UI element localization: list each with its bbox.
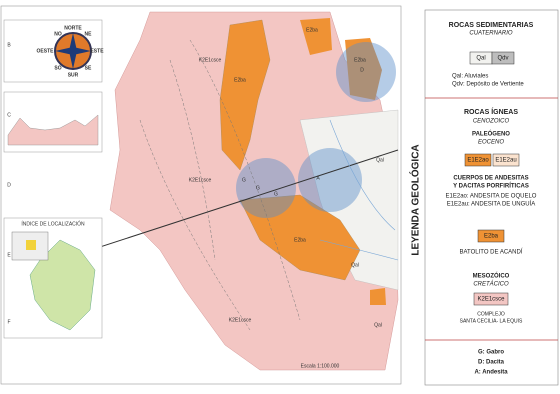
rock-code: G: Gabro [478,350,504,356]
section-title: ROCAS SEDIMENTARIAS [449,22,534,29]
river [319,119,399,261]
grid-row-label: D [7,182,11,188]
compass-label: NORTE [64,25,82,31]
unit-note: COMPLEJO [477,311,505,317]
unit-note: CUERPOS DE ANDESITAS [453,176,528,182]
unit-label: A [316,175,320,181]
unit-label: D [360,67,364,73]
unit-swatch [492,153,520,167]
unit-label: G [256,185,260,191]
grid-row-label: B [7,42,11,48]
compass-label: SUR [68,72,79,78]
unit-label: G [242,177,246,183]
unit-swatch [473,292,509,306]
sample-zone [336,42,396,102]
unit-note: Qal: Aluviales [452,74,488,80]
unit-label: E2ba [306,27,318,33]
unit-label: K2E1csce [229,317,252,323]
section-line [59,149,399,261]
unit-label: Qal [374,322,382,328]
period: CRETÁCICO [473,281,509,288]
compass-label: SE [85,65,92,71]
fault [139,39,301,331]
epoch: EOCENO [478,140,504,146]
compass-label: OESTE [37,48,55,54]
unit-code: E1E2ao [467,158,489,164]
grid-row-label: E [7,252,11,258]
batholith [370,288,386,305]
rock-code: A: Andesita [474,370,508,376]
grid-row-label: C [7,112,11,118]
unit-swatch [464,153,492,167]
unit-label: E2ba [354,57,366,63]
unit-label: K2E1csce [199,57,222,63]
unit-note: Qdv: Depósito de Vertiente [452,82,524,88]
compass-needle [55,33,91,69]
unit-code: E2ba [484,234,499,240]
grid-row-label: F [7,319,10,325]
unit-label: E2ba [234,77,246,83]
unit-code: Qal [476,56,485,62]
unit-note: BATOLITO DE ACANDÍ [459,249,522,256]
unit-label: Qal [351,262,359,268]
unit-label: K2E1csce [189,177,212,183]
compass-label: SO [54,65,61,71]
unit-label: Qal [376,157,384,163]
sample-zone [298,148,362,212]
scale-label: Escala 1:100.000 [301,363,340,369]
legend-panel [424,9,559,386]
unit-note: SANTA CECILIA- LA EQUIS [460,318,523,324]
era: CUATERNARIO [469,31,513,37]
period: PALEÓGENO [472,130,510,138]
unit-note: E1E2au: ANDESITA DE UNGUÍA [447,201,536,208]
unit-code: Qdv [497,56,508,62]
section-title: ROCAS ÍGNEAS [464,107,518,116]
unit-code: K2E1csce [477,297,505,303]
study-area [26,240,36,250]
batholith [219,19,271,171]
unit-swatch [491,51,515,65]
cross-section [7,114,99,146]
section-title: MESOZÓICO [473,272,510,280]
era: CENOZOICO [473,119,510,125]
legend-title: LEYENDA GEOLÓGICA [409,144,422,255]
batholith [300,18,332,55]
batholith [239,194,361,281]
sample-zone [236,158,296,218]
compass-label: ESTE [90,48,104,54]
batholith [345,38,382,100]
unit-note: E1E2ao: ANDESITA DE OQUELO [446,194,537,200]
compass-label: NO [54,31,62,37]
colombia-map [29,239,96,331]
inset-title: ÍNDICE DE LOCALIZACIÓN [21,220,85,227]
unit-code: E1E2au [495,158,516,164]
unit-label: G [274,191,278,197]
compass-label: NE [85,31,93,37]
unit-label: E2ba [294,237,306,243]
unit-swatch [477,229,505,243]
rock-code: D: Dacita [478,360,505,366]
alluvial-area [299,109,399,291]
unit-note: Y DACITAS PORFIRÍTICAS [453,182,529,190]
